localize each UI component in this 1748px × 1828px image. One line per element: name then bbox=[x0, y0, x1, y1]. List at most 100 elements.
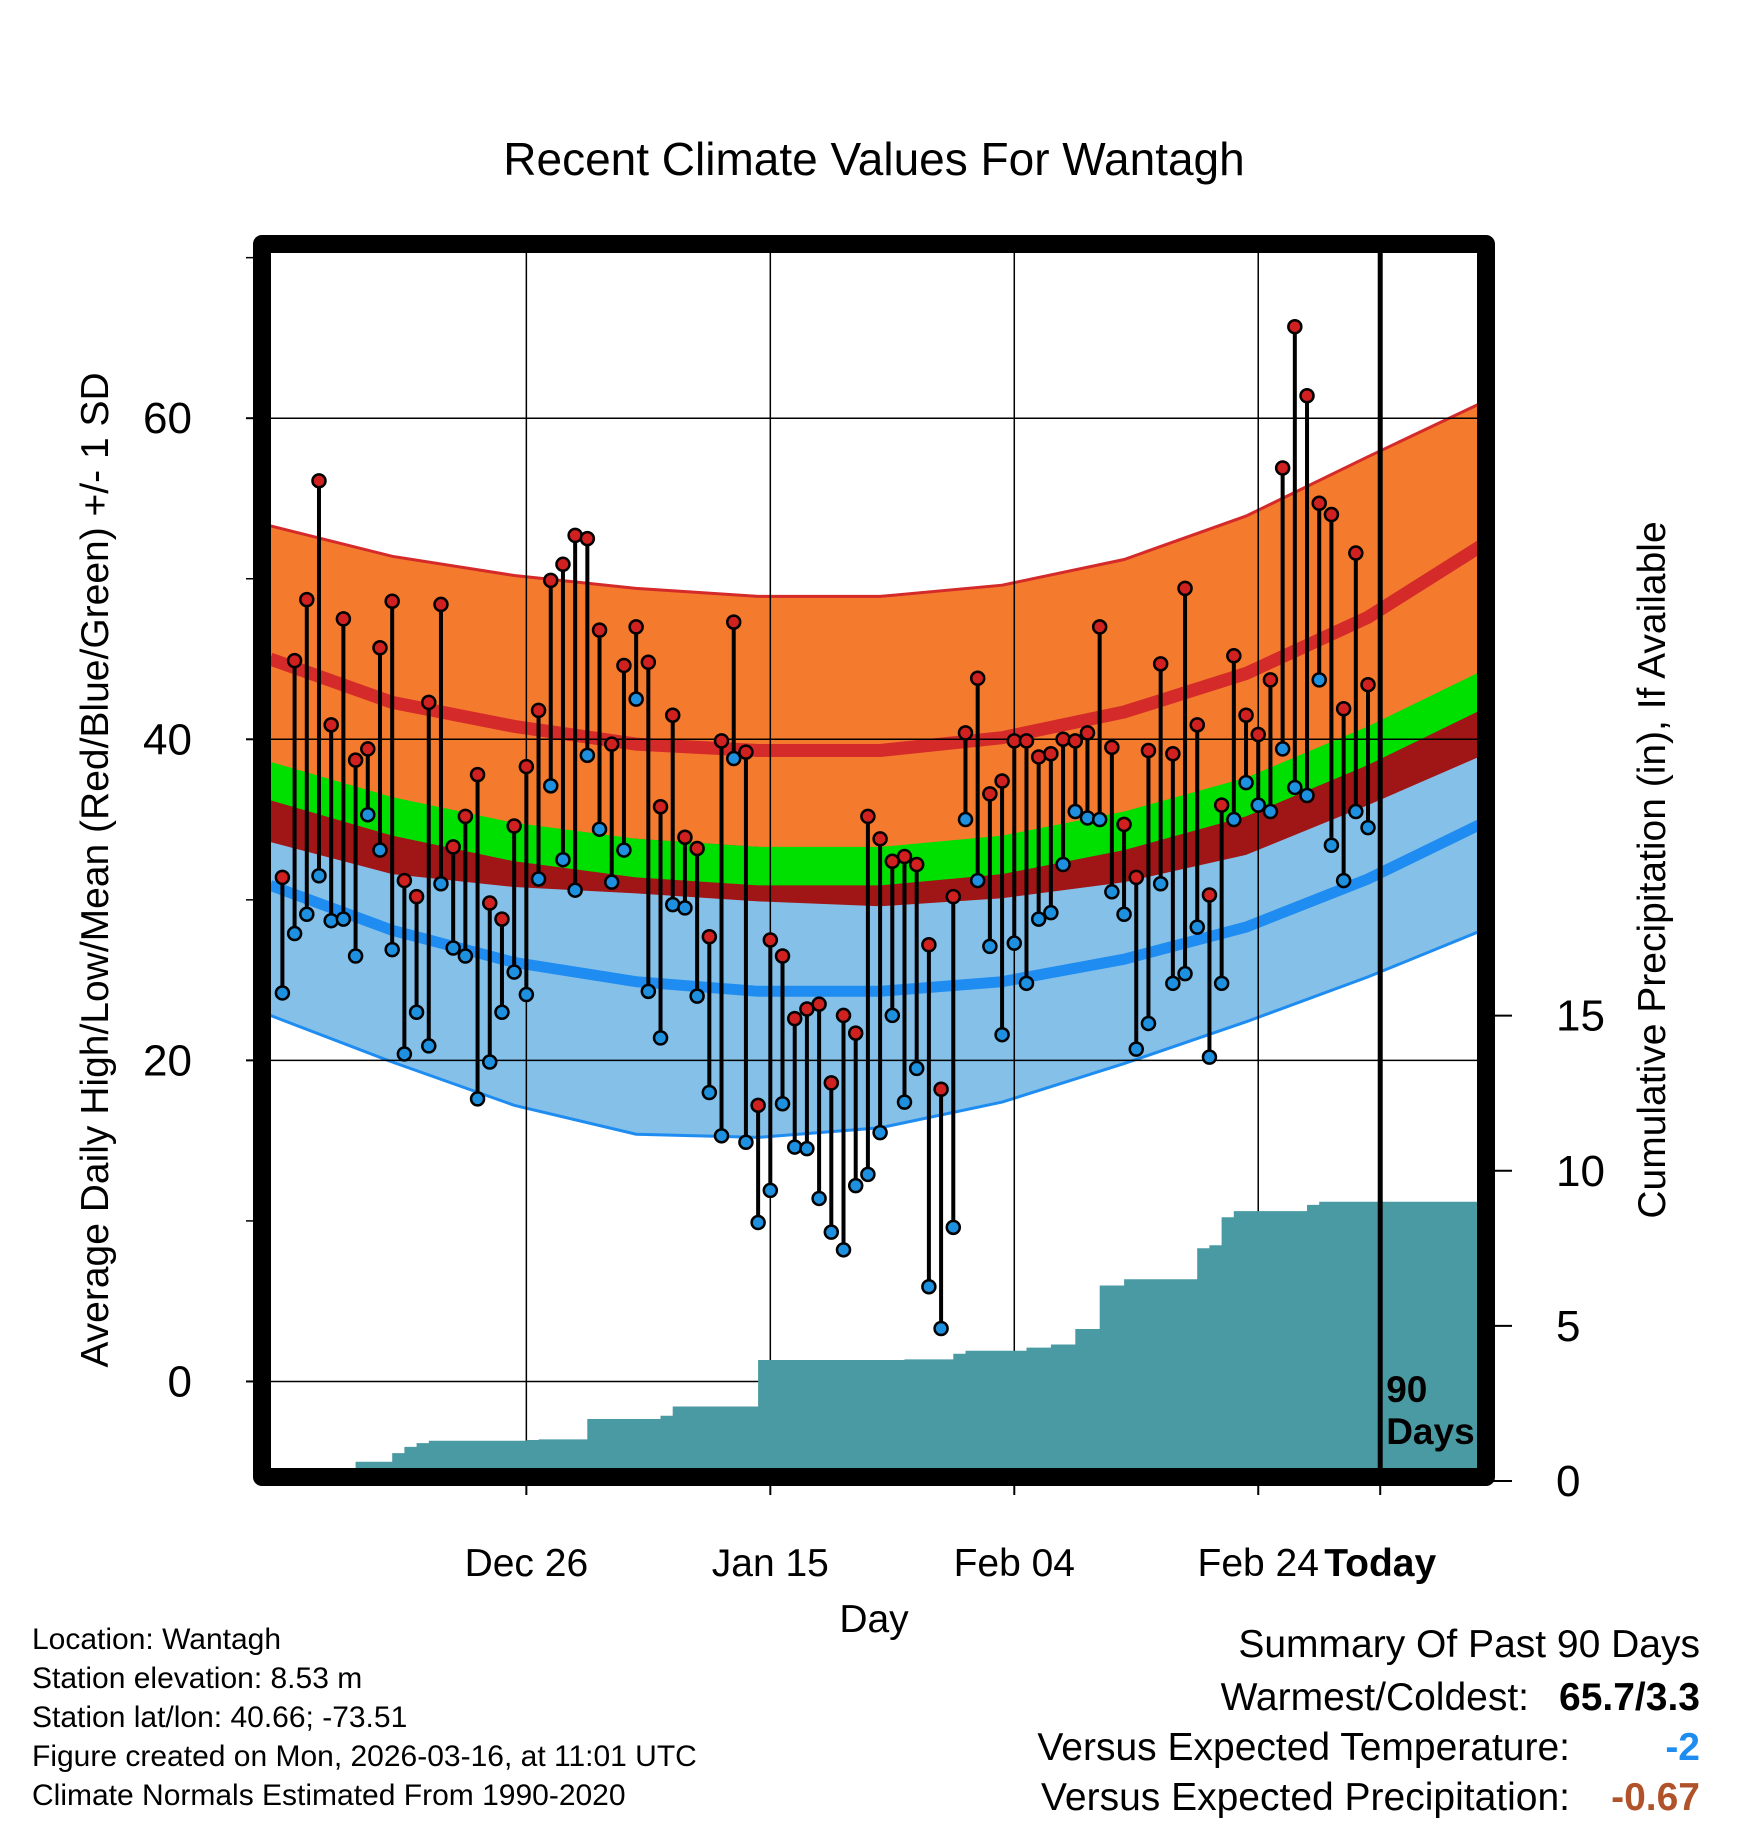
daily-low-point bbox=[384, 941, 400, 958]
daily-low-point bbox=[921, 1278, 937, 1295]
daily-low-point bbox=[1055, 856, 1071, 873]
daily-low-point bbox=[799, 1140, 815, 1157]
daily-high-point bbox=[811, 996, 827, 1012]
daily-high-point bbox=[335, 611, 352, 627]
x-tick-label: Today bbox=[1324, 1542, 1436, 1585]
daily-high-point bbox=[628, 619, 644, 635]
daily-low-point bbox=[1091, 811, 1108, 828]
daily-high-point bbox=[982, 786, 998, 802]
daily-low-point bbox=[591, 821, 608, 837]
daily-high-point bbox=[677, 829, 693, 845]
daily-low-point bbox=[1250, 797, 1266, 813]
warm-cold-value: 65.7/3.3 bbox=[1559, 1676, 1700, 1719]
daily-high-point bbox=[1311, 495, 1327, 512]
daily-low-point bbox=[311, 868, 327, 884]
daily-low-point bbox=[640, 983, 657, 1000]
daily-low-point bbox=[1043, 904, 1059, 921]
daily-high-point bbox=[543, 572, 559, 589]
daily-low-point bbox=[1177, 965, 1193, 982]
daily-low-point bbox=[616, 842, 632, 858]
daily-high-point bbox=[579, 530, 596, 547]
daily-low-point bbox=[1323, 837, 1340, 853]
daily-high-point bbox=[750, 1097, 766, 1114]
station-metadata: Location: Wantagh Station elevation: 8.5… bbox=[32, 1620, 697, 1815]
daily-low-point bbox=[774, 1095, 791, 1112]
daily-low-point bbox=[823, 1224, 840, 1240]
daily-low-point bbox=[433, 876, 449, 892]
chart-title: Recent Climate Values For Wantagh bbox=[503, 133, 1244, 185]
today-marker-label: Days bbox=[1386, 1411, 1474, 1452]
daily-high-point bbox=[774, 948, 791, 964]
daily-high-point bbox=[908, 856, 925, 873]
precip-row: Versus Expected Precipitation: -0.67 bbox=[1037, 1773, 1700, 1823]
daily-low-point bbox=[750, 1214, 766, 1231]
daily-high-point bbox=[1323, 506, 1340, 523]
daily-high-point bbox=[1299, 387, 1315, 404]
daily-high-point bbox=[945, 888, 962, 905]
daily-high-point bbox=[1128, 869, 1145, 886]
daily-low-point bbox=[786, 1139, 803, 1155]
daily-high-point bbox=[360, 741, 376, 757]
daily-low-point bbox=[689, 988, 705, 1004]
temp-label: Versus Expected Temperature: bbox=[1037, 1726, 1570, 1769]
daily-high-point bbox=[603, 736, 620, 752]
daily-high-point bbox=[786, 1010, 803, 1027]
daily-high-point bbox=[555, 556, 571, 573]
plot-area bbox=[266, 248, 1482, 1473]
daily-low-point bbox=[445, 940, 461, 956]
daily-low-point bbox=[408, 1004, 425, 1020]
daily-high-point bbox=[1091, 619, 1108, 635]
daily-low-point bbox=[811, 1190, 827, 1207]
daily-low-point bbox=[1067, 803, 1084, 820]
daily-high-point bbox=[384, 593, 400, 609]
daily-low-point bbox=[1152, 876, 1169, 892]
daily-high-point bbox=[1116, 816, 1132, 833]
daily-high-point bbox=[1201, 887, 1218, 903]
daily-low-point bbox=[1348, 803, 1364, 820]
latlon-text: Station lat/lon: 40.66; -73.51 bbox=[32, 1701, 408, 1734]
daily-high-point bbox=[323, 717, 339, 733]
daily-low-point bbox=[1104, 884, 1120, 900]
daily-high-point bbox=[1226, 648, 1242, 664]
daily-high-point bbox=[921, 937, 937, 953]
daily-low-point bbox=[469, 1091, 486, 1107]
daily-low-point bbox=[1018, 975, 1035, 992]
daily-low-point bbox=[1006, 935, 1023, 951]
daily-high-point bbox=[274, 869, 291, 886]
y-left-tick-label: 60 bbox=[143, 394, 192, 443]
daily-low-point bbox=[725, 750, 742, 767]
daily-low-point bbox=[664, 896, 681, 913]
y-right-tick-label: 15 bbox=[1556, 992, 1605, 1041]
precip-area bbox=[306, 1201, 1482, 1473]
y-axis-left-label: Average Daily High/Low/Mean (Red/Blue/Gr… bbox=[74, 372, 117, 1367]
daily-high-point bbox=[1152, 656, 1169, 672]
daily-high-point bbox=[311, 473, 327, 489]
x-axis-label: Day bbox=[839, 1598, 909, 1641]
daily-high-point bbox=[1213, 797, 1230, 813]
daily-high-point bbox=[1360, 676, 1376, 693]
daily-low-point bbox=[1238, 774, 1254, 791]
y-left-tick-label: 20 bbox=[143, 1036, 192, 1085]
daily-high-point bbox=[969, 670, 986, 687]
daily-low-point bbox=[860, 1166, 876, 1183]
daily-high-point bbox=[762, 932, 779, 948]
daily-high-point bbox=[518, 758, 535, 775]
daily-low-point bbox=[335, 911, 352, 927]
daily-high-point bbox=[664, 707, 681, 723]
daily-low-point bbox=[1213, 975, 1230, 992]
daily-low-point bbox=[482, 1054, 498, 1070]
daily-high-point bbox=[1055, 731, 1071, 748]
daily-low-point bbox=[982, 938, 998, 955]
daily-high-point bbox=[1250, 726, 1266, 743]
daily-low-point bbox=[1299, 787, 1315, 804]
daily-high-point bbox=[482, 895, 498, 911]
location-text: Location: Wantagh bbox=[32, 1623, 282, 1656]
y-axis-right-label: Cumulative Precipitation (in), If Availa… bbox=[1631, 521, 1674, 1218]
daily-high-point bbox=[896, 848, 913, 865]
today-marker-label: 90 bbox=[1386, 1369, 1427, 1410]
daily-high-point bbox=[1067, 733, 1084, 749]
daily-low-point bbox=[567, 882, 583, 898]
daily-high-point bbox=[408, 888, 425, 905]
daily-low-point bbox=[579, 747, 596, 764]
